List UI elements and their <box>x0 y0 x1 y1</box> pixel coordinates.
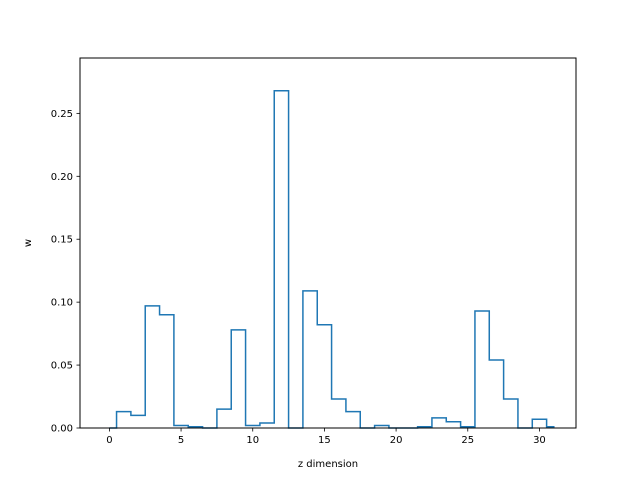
y-axis: 0.00 0.05 0.10 0.15 0.20 0.25 <box>51 109 80 435</box>
histogram-bin <box>332 399 346 428</box>
plot-area <box>109 89 555 429</box>
x-axis: 0 5 10 15 20 25 30 <box>106 428 546 446</box>
y-tick-label: 0.25 <box>51 109 73 120</box>
y-tick-label: 0.15 <box>51 235 73 246</box>
histogram-bin <box>160 315 174 428</box>
x-axis-label: z dimension <box>298 459 358 470</box>
x-tick-label: 25 <box>461 435 474 446</box>
histogram-bin <box>475 311 489 428</box>
histogram-bin <box>346 412 360 428</box>
y-tick-label: 0.00 <box>51 424 73 435</box>
x-tick-label: 10 <box>246 435 259 446</box>
x-tick-label: 0 <box>106 435 112 446</box>
x-tick-label: 5 <box>178 435 184 446</box>
histogram-bin <box>145 306 159 428</box>
x-tick-label: 30 <box>533 435 546 446</box>
histogram-bin <box>231 330 245 428</box>
y-tick-label: 0.05 <box>51 361 73 372</box>
histogram-bin <box>446 422 460 428</box>
y-tick-label: 0.20 <box>51 172 73 183</box>
y-tick-label: 0.10 <box>51 298 73 309</box>
histogram-bin <box>317 325 331 428</box>
y-axis-label: w <box>23 239 34 247</box>
histogram-bin <box>303 291 317 428</box>
axes-frame <box>79 57 577 429</box>
histogram-bin <box>217 409 231 428</box>
histogram-bin <box>117 412 131 428</box>
histogram-bin <box>532 419 546 428</box>
histogram-bin <box>489 360 503 428</box>
x-tick-label: 15 <box>318 435 331 446</box>
histogram-bin <box>260 423 274 428</box>
x-tick-label: 20 <box>390 435 403 446</box>
histogram-bin <box>432 418 446 428</box>
histogram-bin <box>504 399 518 428</box>
histogram-bin <box>131 415 145 428</box>
histogram-step-line <box>109 89 555 429</box>
histogram-bin <box>274 91 288 428</box>
